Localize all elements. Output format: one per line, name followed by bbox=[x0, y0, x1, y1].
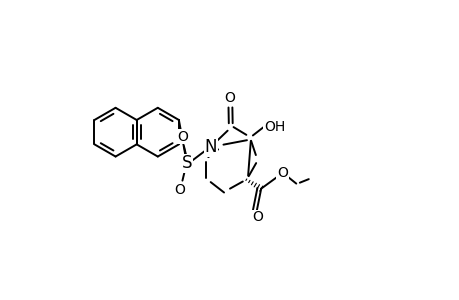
Text: O: O bbox=[252, 211, 262, 224]
Text: S: S bbox=[181, 154, 192, 172]
Text: N: N bbox=[204, 138, 217, 156]
Text: O: O bbox=[224, 91, 235, 105]
Text: OH: OH bbox=[263, 120, 285, 134]
Text: O: O bbox=[277, 167, 287, 181]
Text: O: O bbox=[177, 130, 187, 144]
Text: O: O bbox=[174, 183, 185, 197]
